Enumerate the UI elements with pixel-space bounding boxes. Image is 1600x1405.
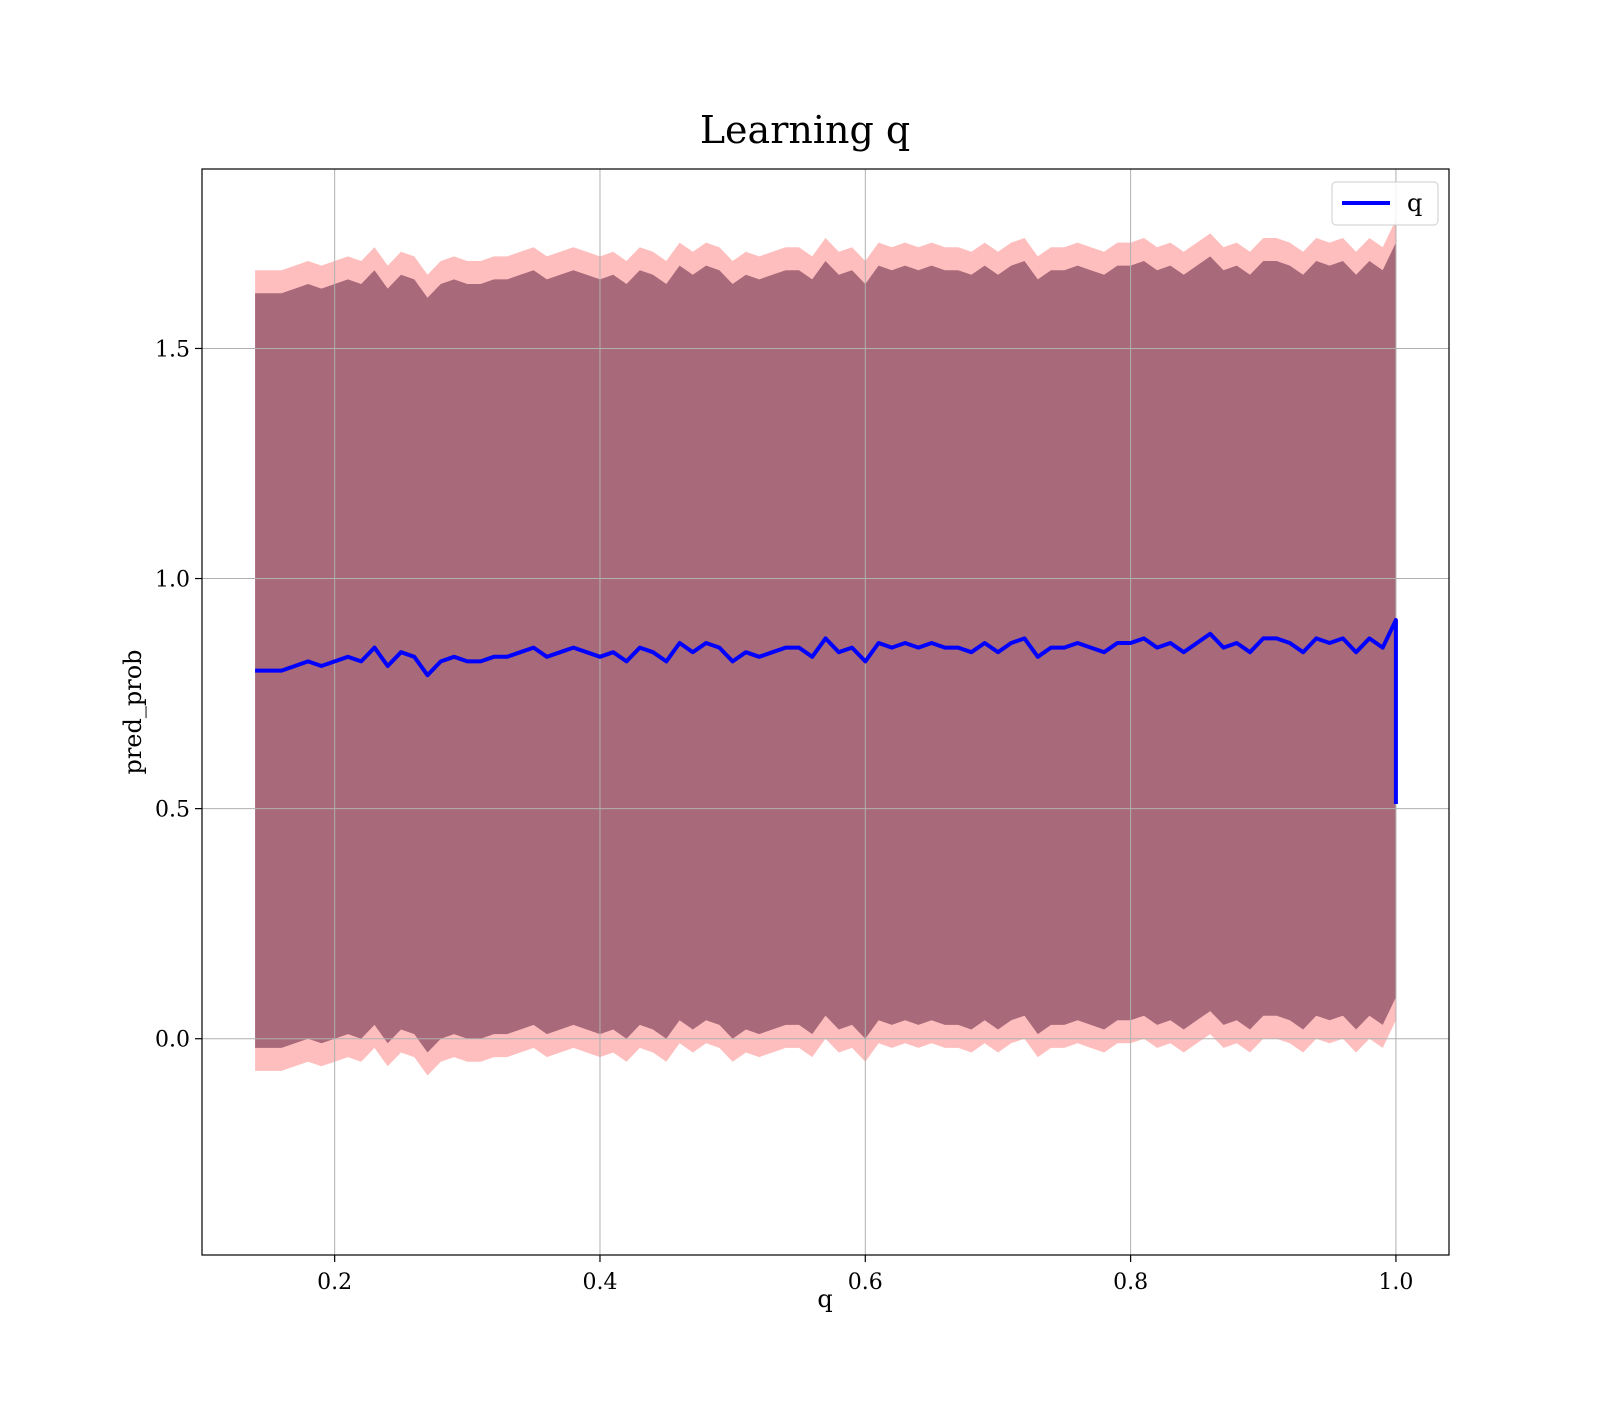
y-tick-label: 1.0 bbox=[155, 568, 190, 593]
y-tick-label: 1.5 bbox=[155, 337, 190, 362]
x-tick-label: 0.8 bbox=[1113, 1270, 1148, 1295]
y-axis-label: pred_prob bbox=[119, 649, 147, 774]
confidence-bands bbox=[255, 219, 1396, 1076]
chart-title: Learning q bbox=[700, 108, 910, 152]
legend-label-q: q bbox=[1407, 189, 1422, 217]
x-tick-label: 1.0 bbox=[1378, 1270, 1413, 1295]
legend: q bbox=[1331, 181, 1439, 226]
y-tick-label: 0.5 bbox=[155, 798, 190, 823]
x-tick-label: 0.4 bbox=[582, 1270, 617, 1295]
y-tick-label: 0.0 bbox=[155, 1028, 190, 1053]
axis-ticks: 0.2 0.4 0.6 0.8 1.0 0.0 0.5 1.0 1.5 bbox=[155, 337, 1413, 1295]
confidence-band-1 bbox=[255, 242, 1396, 1053]
series-lines bbox=[255, 618, 1398, 804]
plot-frame bbox=[201, 168, 1450, 1256]
x-tick-label: 0.2 bbox=[317, 1270, 352, 1295]
series-line-q bbox=[255, 618, 1398, 804]
x-axis-label: q bbox=[817, 1285, 832, 1313]
x-tick-label: 0.6 bbox=[848, 1270, 883, 1295]
grid bbox=[202, 169, 1449, 1255]
